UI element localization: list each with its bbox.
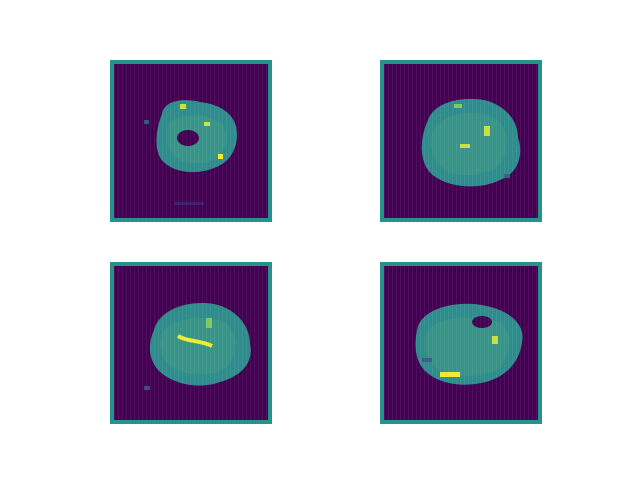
- slice-image-3-svg: [114, 266, 268, 420]
- slice-image-2: [380, 60, 542, 222]
- slice-image-3: [110, 262, 272, 424]
- slice-image-2-svg: [384, 64, 538, 218]
- slice-image-4: [380, 262, 542, 424]
- slice-image-1-svg: [114, 64, 268, 218]
- slice-image-4-svg: [384, 266, 538, 420]
- slice-image-1: [110, 60, 272, 222]
